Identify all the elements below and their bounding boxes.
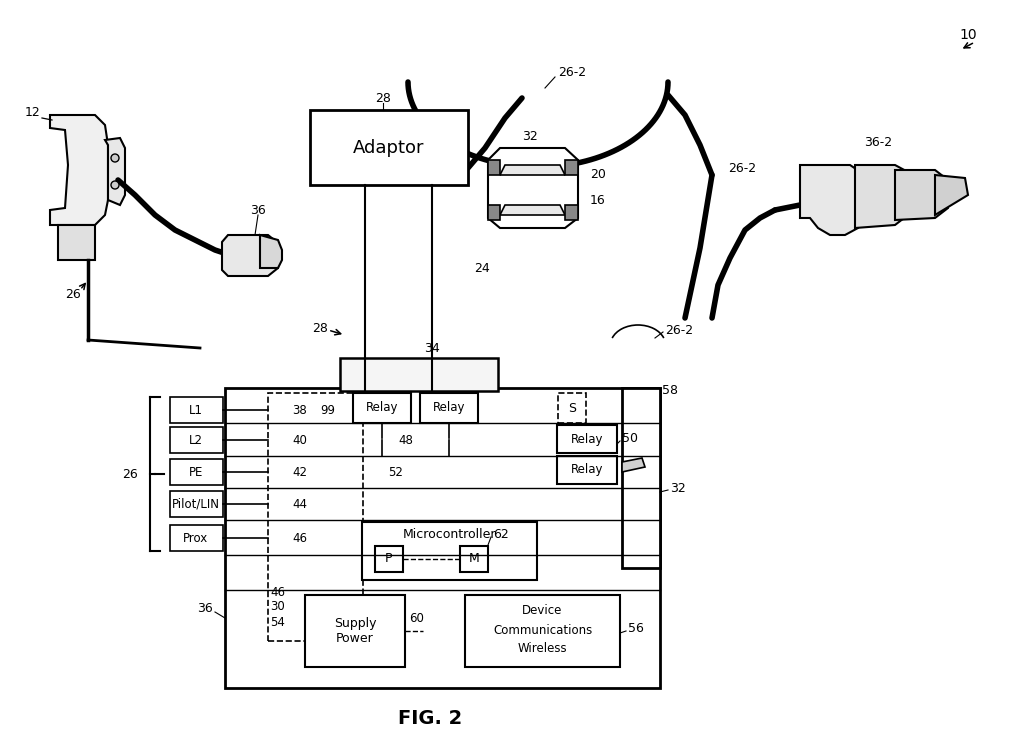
Bar: [622, 388, 660, 568]
Text: L2: L2: [189, 433, 203, 447]
Polygon shape: [622, 458, 645, 472]
Circle shape: [111, 181, 119, 189]
Text: 56: 56: [628, 621, 644, 635]
Polygon shape: [58, 225, 95, 260]
Text: Supply: Supply: [334, 617, 376, 629]
Text: Pilot/LIN: Pilot/LIN: [172, 498, 220, 510]
Polygon shape: [488, 148, 578, 228]
Circle shape: [111, 154, 119, 162]
Text: 20: 20: [590, 169, 606, 181]
Bar: [170, 459, 223, 485]
Polygon shape: [565, 205, 578, 220]
Text: S: S: [568, 401, 575, 415]
Text: Wireless: Wireless: [518, 643, 567, 655]
Text: 46: 46: [270, 585, 286, 599]
Polygon shape: [565, 160, 578, 175]
Polygon shape: [488, 160, 500, 175]
Text: 26-2: 26-2: [558, 65, 586, 79]
Bar: [305, 595, 406, 667]
Text: Communications: Communications: [493, 625, 592, 637]
Text: Relay: Relay: [366, 401, 398, 415]
Polygon shape: [222, 235, 278, 276]
Polygon shape: [800, 165, 865, 235]
Text: 58: 58: [662, 383, 678, 397]
Bar: [268, 393, 362, 641]
Text: 44: 44: [293, 498, 307, 510]
Text: 52: 52: [388, 466, 403, 478]
Text: 48: 48: [398, 433, 414, 447]
Polygon shape: [260, 235, 282, 268]
Polygon shape: [500, 165, 565, 175]
Polygon shape: [488, 205, 500, 220]
Text: P: P: [385, 553, 393, 565]
Text: L1: L1: [189, 403, 203, 417]
Bar: [557, 456, 617, 484]
Text: 40: 40: [293, 433, 307, 447]
Text: 26: 26: [66, 288, 81, 302]
Polygon shape: [50, 115, 108, 225]
Text: 42: 42: [293, 466, 307, 478]
Text: 26-2: 26-2: [665, 323, 693, 337]
Text: Microcontroller: Microcontroller: [402, 528, 497, 540]
Text: 26: 26: [122, 467, 138, 481]
Text: 12: 12: [26, 106, 41, 118]
Polygon shape: [500, 205, 565, 215]
Bar: [375, 546, 403, 572]
Text: Relay: Relay: [570, 432, 603, 446]
Text: 36: 36: [250, 204, 266, 216]
Text: 50: 50: [622, 432, 638, 444]
Bar: [170, 397, 223, 423]
Text: FIG. 2: FIG. 2: [398, 709, 462, 727]
Text: Relay: Relay: [433, 401, 465, 415]
Text: 16: 16: [590, 193, 606, 207]
Text: Relay: Relay: [570, 464, 603, 476]
Bar: [420, 393, 478, 423]
Bar: [557, 425, 617, 453]
Text: 32: 32: [670, 481, 686, 495]
Text: 36: 36: [198, 602, 213, 614]
Polygon shape: [935, 175, 968, 215]
Bar: [465, 595, 620, 667]
Text: Adaptor: Adaptor: [353, 139, 425, 157]
Bar: [225, 388, 660, 688]
Text: 60: 60: [410, 612, 424, 626]
Bar: [558, 393, 586, 423]
Text: Power: Power: [336, 632, 374, 646]
Text: 38: 38: [293, 403, 307, 417]
Bar: [170, 427, 223, 453]
Bar: [340, 358, 498, 391]
Text: 34: 34: [424, 342, 440, 354]
Text: PE: PE: [188, 466, 203, 478]
Bar: [353, 393, 411, 423]
Text: Device: Device: [522, 605, 562, 617]
Bar: [170, 525, 223, 551]
Polygon shape: [895, 170, 948, 220]
Text: M: M: [469, 553, 479, 565]
Text: 36-2: 36-2: [864, 137, 892, 149]
Text: 26-2: 26-2: [728, 161, 756, 175]
Text: 30: 30: [270, 600, 286, 614]
Bar: [170, 491, 223, 517]
Text: 99: 99: [321, 403, 336, 417]
Text: Prox: Prox: [183, 531, 209, 545]
Text: 10: 10: [959, 28, 977, 42]
Bar: [310, 110, 468, 185]
Polygon shape: [855, 165, 912, 228]
Text: 32: 32: [522, 129, 538, 143]
Text: 54: 54: [270, 615, 286, 629]
Text: 24: 24: [474, 262, 489, 274]
Text: 62: 62: [493, 528, 509, 540]
Text: 46: 46: [293, 531, 307, 545]
Bar: [460, 546, 488, 572]
Bar: [362, 522, 537, 580]
Polygon shape: [105, 138, 125, 205]
Text: 28: 28: [312, 322, 328, 334]
Text: 28: 28: [375, 91, 391, 105]
